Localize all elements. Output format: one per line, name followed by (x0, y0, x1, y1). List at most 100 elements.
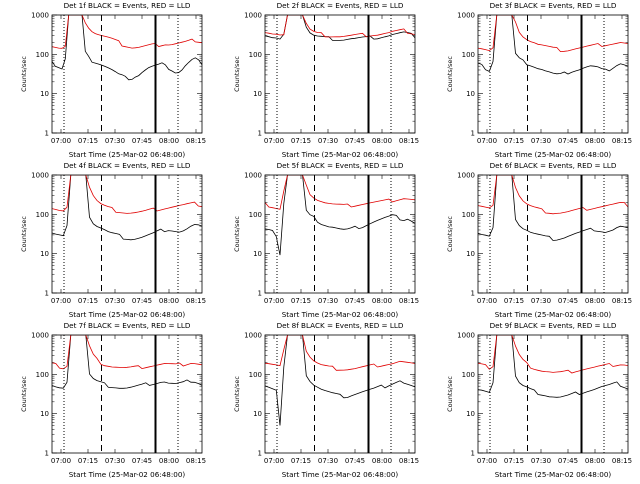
x-tick-label: 07:15 (504, 297, 524, 305)
panel-title: Det 6f BLACK = Events, RED = LLD (490, 161, 617, 170)
y-tick-label: 10 (466, 90, 475, 98)
x-tick-label: 07:15 (78, 457, 98, 465)
events-series-line (265, 15, 415, 41)
y-tick-label: 1000 (244, 172, 262, 180)
x-tick-label: 07:30 (531, 457, 551, 465)
x-axis-label: Start Time (25-Mar-02 06:48:00) (495, 470, 612, 479)
x-tick-label: 08:15 (612, 457, 632, 465)
y-axis-label: Counts/sec (446, 216, 454, 252)
x-tick-label: 07:00 (51, 457, 71, 465)
x-tick-label: 08:15 (399, 297, 419, 305)
x-tick-label: 07:30 (105, 137, 125, 145)
x-tick-label: 08:15 (186, 457, 206, 465)
x-tick-label: 07:45 (345, 297, 365, 305)
events-series-line (478, 15, 628, 75)
panel-title: Det 4f BLACK = Events, RED = LLD (64, 161, 191, 170)
x-tick-label: 08:00 (585, 137, 605, 145)
plot-frame (264, 334, 416, 454)
y-tick-label: 100 (462, 51, 475, 59)
y-tick-label: 1 (258, 450, 262, 458)
x-tick-label: 08:00 (372, 297, 392, 305)
y-tick-label: 1000 (457, 12, 475, 20)
plot-frame (51, 174, 203, 294)
x-axis-label: Start Time (25-Mar-02 06:48:00) (69, 470, 186, 479)
panel-title: Det 7f BLACK = Events, RED = LLD (64, 321, 191, 330)
lld-series-line (52, 335, 202, 370)
y-tick-label: 1000 (244, 12, 262, 20)
x-tick-label: 08:00 (372, 137, 392, 145)
y-tick-label: 10 (253, 410, 262, 418)
x-tick-label: 07:30 (105, 297, 125, 305)
y-tick-label: 100 (36, 371, 49, 379)
y-tick-label: 1000 (31, 332, 49, 340)
x-tick-label: 07:45 (132, 297, 152, 305)
x-tick-label: 08:00 (372, 457, 392, 465)
x-tick-label: 07:00 (264, 297, 284, 305)
y-tick-label: 10 (40, 410, 49, 418)
plot-frame (264, 14, 416, 134)
plot-frame (477, 334, 629, 454)
x-tick-label: 07:00 (477, 457, 497, 465)
x-tick-label: 07:45 (558, 137, 578, 145)
panel-title: Det 2f BLACK = Events, RED = LLD (277, 1, 404, 10)
y-tick-label: 10 (40, 250, 49, 258)
y-axis-label: Counts/sec (233, 216, 241, 252)
x-tick-label: 07:30 (318, 297, 338, 305)
y-tick-label: 100 (462, 211, 475, 219)
y-axis-label: Counts/sec (233, 56, 241, 92)
y-axis-label: Counts/sec (446, 376, 454, 412)
x-tick-label: 08:15 (612, 137, 632, 145)
panel-8: Det 8f BLACK = Events, RED = LLD Counts/s… (233, 321, 419, 479)
panel-1: Det 1f BLACK = Events, RED = LLD Counts/s… (20, 1, 206, 159)
lld-series-line (478, 335, 628, 374)
y-axis-label: Counts/sec (20, 216, 28, 252)
x-tick-label: 08:00 (159, 297, 179, 305)
events-series-line (52, 175, 202, 241)
panel-title: Det 1f BLACK = Events, RED = LLD (64, 1, 191, 10)
x-tick-label: 08:00 (585, 457, 605, 465)
lld-series-line (265, 335, 415, 371)
lld-series-line (478, 15, 628, 53)
events-series-line (52, 15, 202, 81)
events-series-line (478, 335, 628, 398)
y-tick-label: 100 (249, 371, 262, 379)
x-axis-label: Start Time (25-Mar-02 06:48:00) (495, 310, 612, 319)
x-tick-label: 07:30 (318, 457, 338, 465)
x-tick-label: 08:15 (399, 137, 419, 145)
panel-title: Det 9f BLACK = Events, RED = LLD (490, 321, 617, 330)
lld-series-line (478, 175, 628, 215)
y-axis-label: Counts/sec (20, 376, 28, 412)
y-tick-label: 1000 (244, 332, 262, 340)
x-tick-label: 07:15 (291, 297, 311, 305)
y-tick-label: 1 (45, 290, 49, 298)
y-tick-label: 1000 (457, 172, 475, 180)
plot-frame (51, 14, 203, 134)
x-axis-label: Start Time (25-Mar-02 06:48:00) (495, 150, 612, 159)
y-tick-label: 1 (45, 130, 49, 138)
y-axis-label: Counts/sec (20, 56, 28, 92)
x-tick-label: 08:15 (612, 297, 632, 305)
lld-series-line (265, 15, 415, 38)
x-tick-label: 07:15 (78, 137, 98, 145)
panel-title: Det 3f BLACK = Events, RED = LLD (490, 1, 617, 10)
y-tick-label: 1 (45, 450, 49, 458)
x-tick-label: 07:30 (531, 297, 551, 305)
y-tick-label: 1000 (31, 172, 49, 180)
panel-title: Det 8f BLACK = Events, RED = LLD (277, 321, 404, 330)
x-axis-label: Start Time (25-Mar-02 06:48:00) (69, 310, 186, 319)
y-tick-label: 1 (471, 130, 475, 138)
y-tick-label: 1 (258, 130, 262, 138)
lld-series-line (52, 175, 202, 214)
y-axis-label: Counts/sec (446, 56, 454, 92)
x-tick-label: 07:15 (504, 137, 524, 145)
x-tick-label: 07:00 (264, 457, 284, 465)
x-tick-label: 08:15 (186, 137, 206, 145)
y-tick-label: 100 (36, 211, 49, 219)
panel-6: Det 6f BLACK = Events, RED = LLD Counts/s… (446, 161, 632, 319)
events-series-line (265, 335, 415, 426)
x-tick-label: 07:30 (105, 457, 125, 465)
x-tick-label: 07:30 (318, 137, 338, 145)
events-series-line (52, 335, 202, 389)
x-tick-label: 07:45 (345, 137, 365, 145)
